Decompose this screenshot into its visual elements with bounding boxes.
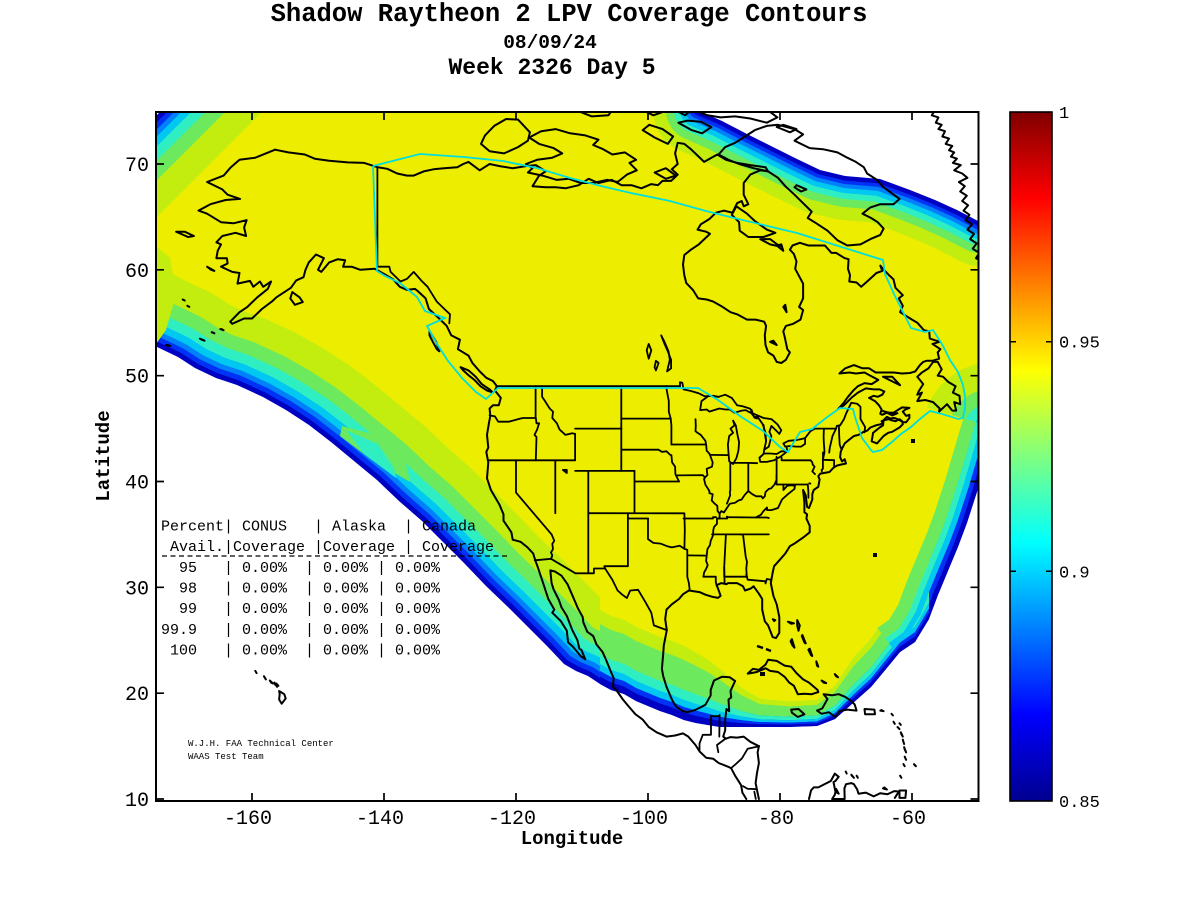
svg-text:Percent| CONUS | Alaska | C: Percent| CONUS | Alaska | Canada — [161, 518, 476, 535]
svg-text:95 | 0.00% | 0.00% | 0.00%: 95 | 0.00% | 0.00% | 0.00% — [161, 560, 441, 577]
svg-text:-60: -60 — [890, 808, 926, 831]
svg-text:98 | 0.00% | 0.00% | 0.00%: 98 | 0.00% | 0.00% | 0.00% — [161, 581, 441, 598]
svg-text:W.J.H. FAA Technical Center: W.J.H. FAA Technical Center — [188, 739, 334, 749]
svg-text:99.9 | 0.00% | 0.00% | 0.00: 99.9 | 0.00% | 0.00% | 0.00% — [161, 622, 441, 639]
svg-text:1: 1 — [1059, 105, 1069, 124]
svg-text:100 | 0.00% | 0.00% | 0.00%: 100 | 0.00% | 0.00% | 0.00% — [161, 643, 441, 660]
svg-text:-140: -140 — [356, 808, 404, 831]
svg-text:Latitude: Latitude — [93, 410, 115, 501]
svg-text:20: 20 — [125, 684, 149, 707]
svg-text:Week 2326 Day 5: Week 2326 Day 5 — [448, 55, 655, 81]
svg-text:08/09/24: 08/09/24 — [503, 32, 597, 54]
svg-text:0.9: 0.9 — [1059, 564, 1090, 583]
svg-text:Shadow Raytheon 2 LPV Coverage: Shadow Raytheon 2 LPV Coverage Contours — [271, 0, 868, 29]
svg-text:10: 10 — [125, 790, 149, 813]
svg-text:60: 60 — [125, 261, 149, 284]
svg-text:WAAS Test Team: WAAS Test Team — [188, 752, 264, 762]
svg-text:70: 70 — [125, 155, 149, 178]
svg-text:0.85: 0.85 — [1059, 794, 1100, 813]
svg-text:Longitude: Longitude — [521, 828, 624, 850]
svg-text:-80: -80 — [758, 808, 794, 831]
svg-text:99 | 0.00% | 0.00% | 0.00%: 99 | 0.00% | 0.00% | 0.00% — [161, 601, 441, 618]
svg-text:0.95: 0.95 — [1059, 335, 1100, 354]
svg-text:Avail.|Coverage |Coverage | Co: Avail.|Coverage |Coverage | Coverage — [161, 539, 494, 556]
svg-text:-100: -100 — [620, 808, 668, 831]
svg-text:50: 50 — [125, 367, 149, 390]
svg-text:-160: -160 — [224, 808, 272, 831]
svg-text:30: 30 — [125, 578, 149, 601]
svg-text:-120: -120 — [488, 808, 536, 831]
svg-text:40: 40 — [125, 473, 149, 496]
